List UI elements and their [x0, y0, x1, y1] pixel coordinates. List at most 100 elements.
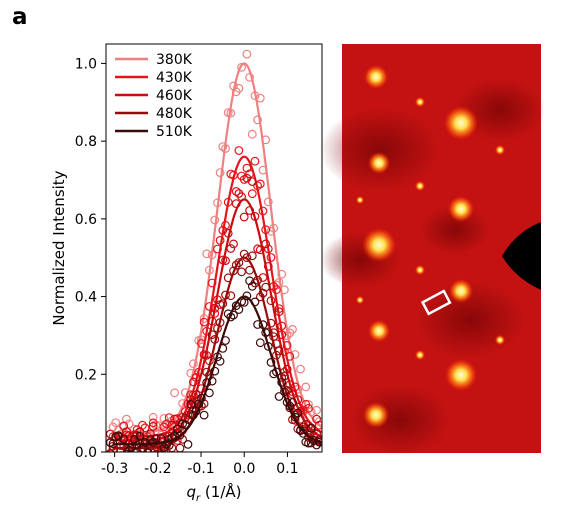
data-point — [132, 441, 142, 450]
data-point — [245, 276, 255, 286]
data-point — [152, 449, 160, 452]
beamstop-shadow — [502, 222, 541, 290]
data-point — [170, 388, 180, 398]
data-point — [312, 414, 322, 424]
data-point — [274, 392, 284, 401]
data-point — [151, 434, 161, 444]
data-point — [247, 129, 257, 139]
data-point — [164, 413, 174, 423]
data-point — [106, 449, 115, 452]
data-point — [148, 412, 158, 422]
data-point — [272, 285, 281, 295]
intensity-chart: -0.3 -0.2 -0.1 0.0 0.1 0.0 0.2 0.4 0.6 0.8 1.0 380… — [50, 43, 323, 504]
legend-label: 430K — [156, 70, 193, 86]
data-point — [258, 273, 268, 282]
data-point — [247, 177, 257, 187]
x-tick-label: 0.1 — [276, 461, 298, 477]
data-point — [234, 305, 244, 314]
data-point — [304, 438, 313, 448]
bragg-peak — [448, 196, 474, 222]
data-point — [202, 249, 212, 259]
data-point — [263, 197, 273, 207]
legend-label: 510K — [156, 124, 193, 140]
data-point — [296, 364, 305, 374]
data-point — [312, 405, 322, 415]
data-point — [234, 258, 244, 268]
series-510K — [106, 276, 322, 452]
selection-box — [420, 289, 452, 316]
x-tick-label: 0.0 — [233, 461, 255, 477]
data-point — [159, 422, 169, 432]
data-point — [124, 419, 134, 429]
data-point — [159, 414, 169, 423]
data-point — [119, 434, 129, 444]
y-axis-title: Normalized Intensity — [50, 170, 68, 325]
y-tick-label: 1.0 — [75, 56, 97, 72]
series-460K — [106, 173, 322, 452]
data-point — [215, 168, 225, 178]
bragg-peak — [415, 350, 425, 360]
legend-label: 380K — [156, 52, 193, 68]
fit-line — [112, 62, 322, 434]
data-point — [118, 451, 124, 452]
y-tick-label: 0.2 — [75, 367, 97, 383]
x-tick-label: -0.1 — [187, 461, 214, 477]
legend-label: 460K — [156, 88, 193, 104]
data-point — [180, 388, 190, 397]
data-point — [237, 267, 247, 277]
data-point — [304, 403, 313, 413]
data-point — [253, 115, 263, 125]
diffraction-pattern-image — [320, 44, 545, 455]
bragg-peak — [356, 196, 364, 204]
data-point — [247, 281, 257, 291]
data-point — [242, 49, 252, 59]
data-point — [301, 382, 311, 392]
bragg-peak — [415, 97, 425, 107]
data-point — [314, 437, 322, 447]
data-point — [143, 448, 153, 452]
y-tick-label: 0.6 — [75, 212, 97, 228]
data-point — [111, 418, 121, 428]
data-point — [288, 325, 297, 334]
bragg-peak — [449, 279, 473, 303]
data-point — [237, 62, 247, 72]
legend-label: 480K — [156, 106, 193, 122]
data-point — [250, 156, 260, 166]
data-point — [154, 449, 163, 452]
bragg-peak — [495, 335, 505, 345]
data-point — [247, 189, 257, 199]
y-tick-label: 0.8 — [75, 134, 97, 150]
data-point — [231, 186, 241, 196]
data-point — [124, 445, 134, 452]
data-point — [188, 377, 198, 387]
bragg-peak — [368, 152, 390, 174]
x-tick-label: -0.3 — [101, 461, 128, 477]
data-point — [293, 408, 303, 418]
data-point — [148, 421, 158, 431]
bragg-peak — [445, 359, 477, 391]
data-point — [229, 239, 238, 249]
data-point — [288, 398, 297, 407]
data-point — [231, 260, 241, 270]
data-point — [122, 449, 131, 452]
data-point — [263, 262, 273, 271]
fit-line — [112, 256, 322, 450]
x-axis-title: qr (1/Å) — [187, 482, 242, 504]
bragg-peak — [415, 181, 425, 191]
series-480K — [106, 249, 322, 452]
data-point — [135, 431, 145, 441]
bragg-peak — [363, 402, 389, 428]
diffuse-shadow — [320, 108, 440, 192]
panel-label: a — [12, 4, 28, 30]
data-point — [261, 282, 271, 292]
bragg-peak — [415, 265, 425, 275]
diffuse-shadow — [420, 205, 490, 255]
bragg-peak — [362, 228, 396, 262]
data-point — [199, 410, 209, 420]
legend: 380K 430K 460K 480K 510K — [115, 52, 193, 140]
data-point — [247, 251, 257, 261]
bragg-peak — [364, 65, 388, 89]
data-point — [242, 163, 252, 173]
data-point — [146, 429, 155, 439]
